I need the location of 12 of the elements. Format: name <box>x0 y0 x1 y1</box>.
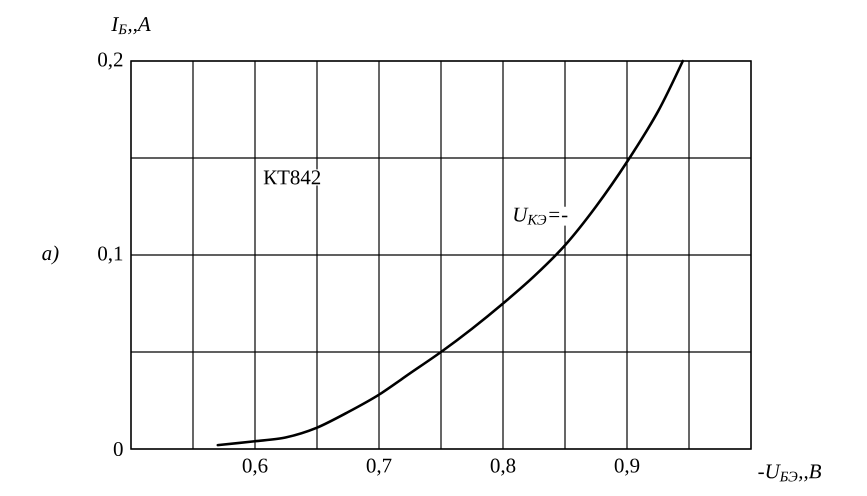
x-tick-label: 0,8 <box>490 458 516 476</box>
y-tick-label: 0 <box>114 442 123 456</box>
text: а) <box>42 246 58 264</box>
y-axis-title: I$_{Б}$,,A <box>111 17 151 34</box>
annotation: U$_{КЭ}$=- <box>514 208 568 225</box>
x-tick-label: 0,6 <box>242 458 268 476</box>
y-tick-label: 0,2 <box>98 52 122 70</box>
x-axis-title: -U$_{БЭ}$,,B <box>758 464 821 482</box>
x-tick-label: 0,7 <box>366 458 392 476</box>
x-tick-label: 0,9 <box>614 458 640 476</box>
y-tick-label: 0,1 <box>98 246 122 264</box>
annotation: КТ842 <box>264 170 320 184</box>
